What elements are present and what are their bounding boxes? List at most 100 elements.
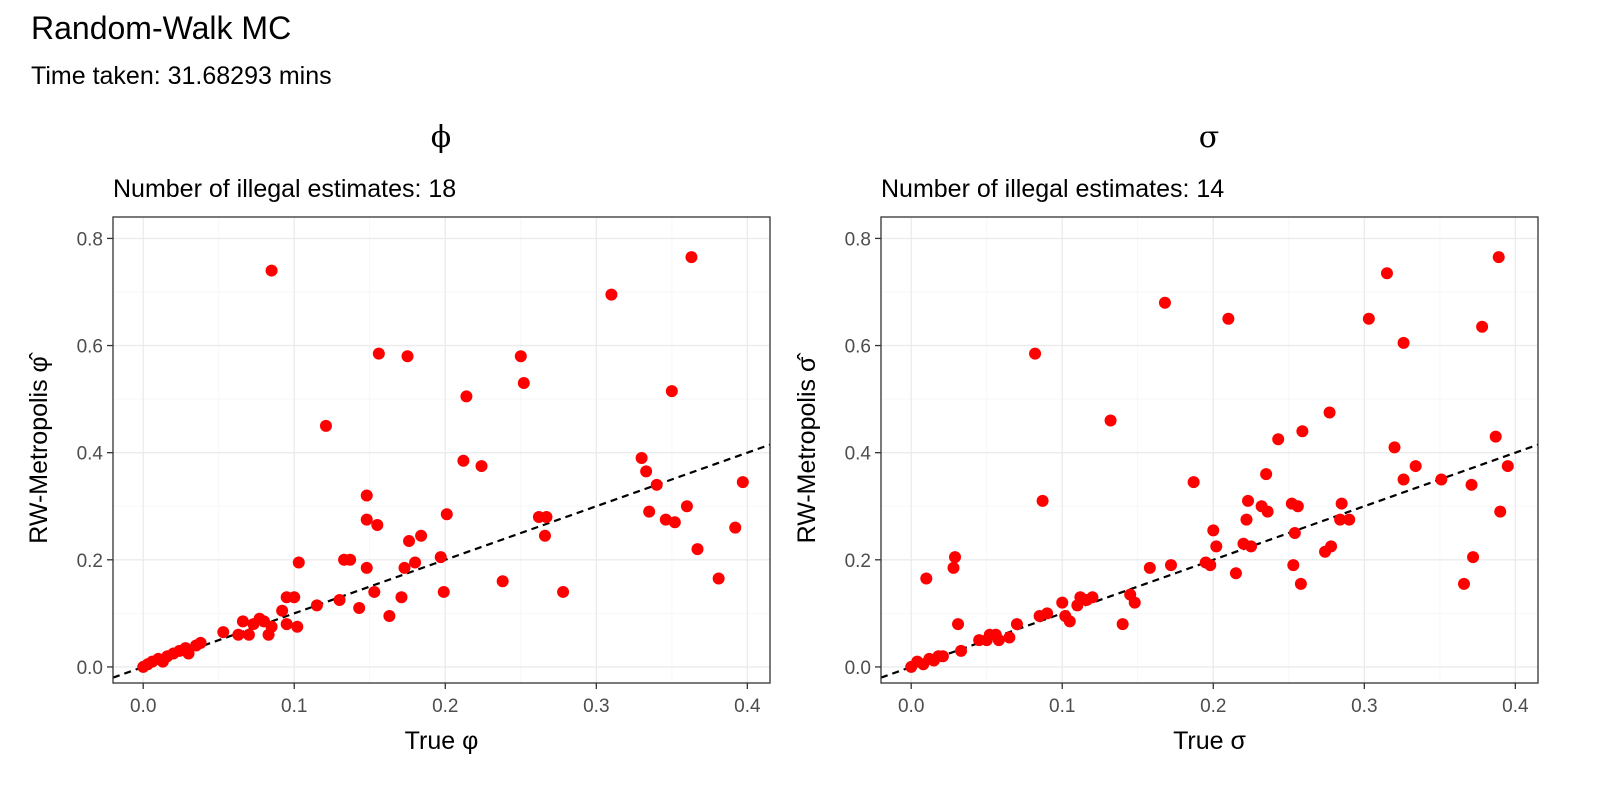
data-point xyxy=(1435,473,1448,486)
data-point xyxy=(353,602,366,615)
panel-2: σ Number of illegal estimates: 14 0.0 0.1 0.… xyxy=(793,120,1539,755)
data-point xyxy=(440,508,453,521)
data-point xyxy=(1041,607,1054,620)
y-tick-label: 0.8 xyxy=(77,229,103,250)
data-point xyxy=(514,350,527,363)
y-tick-label: 0.6 xyxy=(845,337,871,358)
data-point xyxy=(291,620,304,633)
panel-subtitle: Number of illegal estimates: 14 xyxy=(881,175,1224,203)
data-point xyxy=(1334,513,1347,526)
data-point xyxy=(949,551,962,564)
data-point xyxy=(920,572,933,585)
points xyxy=(905,251,1514,673)
data-point xyxy=(1489,430,1502,443)
data-point xyxy=(936,650,949,663)
y-axis-title: RW-Metropolis φ̂ xyxy=(25,351,53,544)
data-point xyxy=(1335,497,1348,510)
data-point xyxy=(403,535,416,548)
data-point xyxy=(1104,414,1117,427)
data-point xyxy=(437,585,450,598)
data-point xyxy=(360,561,373,574)
x-tick-label: 0.3 xyxy=(1351,696,1377,717)
data-point xyxy=(1501,460,1514,473)
y-tick-label: 0.2 xyxy=(77,551,103,572)
data-point xyxy=(540,510,553,523)
data-point xyxy=(371,518,384,531)
data-point xyxy=(668,516,681,529)
y-tick-label: 0.4 xyxy=(77,444,104,465)
data-point xyxy=(1457,577,1470,590)
data-point xyxy=(182,647,195,660)
y-tick-label: 0.6 xyxy=(77,337,103,358)
panel-1: ϕ Number of illegal estimates: 18 0.0 0.1 0.… xyxy=(25,120,771,755)
data-point xyxy=(1086,591,1099,604)
grid xyxy=(881,217,1538,683)
data-point xyxy=(1294,577,1307,590)
data-point xyxy=(368,585,381,598)
data-point xyxy=(310,599,323,612)
data-point xyxy=(333,593,346,606)
data-point xyxy=(276,604,289,617)
data-point xyxy=(605,288,618,301)
data-point xyxy=(1465,478,1478,491)
y-tick-label: 0.0 xyxy=(845,658,871,679)
data-point xyxy=(1242,494,1255,507)
x-tick-label: 0.4 xyxy=(734,696,761,717)
data-point xyxy=(685,251,698,264)
data-point xyxy=(1272,433,1285,446)
panel-subtitle: Number of illegal estimates: 18 xyxy=(113,175,456,203)
data-point xyxy=(292,556,305,569)
data-point xyxy=(1210,540,1223,553)
data-point xyxy=(1116,618,1129,631)
data-point xyxy=(280,618,293,631)
data-point xyxy=(1207,524,1220,537)
data-point xyxy=(194,636,207,649)
data-point xyxy=(383,610,396,623)
x-tick-label: 0.3 xyxy=(583,696,609,717)
data-point xyxy=(1158,296,1171,309)
data-point xyxy=(1260,468,1273,481)
x-tick-label: 0.1 xyxy=(281,696,307,717)
data-point xyxy=(650,478,663,491)
data-point xyxy=(265,264,278,277)
data-point xyxy=(1296,425,1309,438)
data-point xyxy=(1063,615,1076,628)
data-point xyxy=(1010,618,1023,631)
data-point xyxy=(635,452,648,465)
points xyxy=(137,251,749,673)
data-point xyxy=(659,513,672,526)
data-point xyxy=(955,644,968,657)
data-point xyxy=(1029,347,1042,360)
data-point xyxy=(1240,513,1253,526)
x-axis-title: True σ xyxy=(1173,727,1246,755)
data-point xyxy=(992,634,1005,647)
data-point xyxy=(1343,513,1356,526)
data-point xyxy=(1164,559,1177,572)
y-tick-label: 0.2 xyxy=(845,551,871,572)
data-point xyxy=(1494,505,1507,518)
data-point xyxy=(947,561,960,574)
grid xyxy=(113,217,770,683)
y-tick-label: 0.4 xyxy=(845,444,872,465)
data-point xyxy=(395,591,408,604)
data-point xyxy=(457,454,470,467)
data-point xyxy=(1229,567,1242,580)
y-axis-title: RW-Metropolis σ̂ xyxy=(793,352,821,544)
data-point xyxy=(1261,505,1274,518)
data-point xyxy=(1245,540,1258,553)
data-point xyxy=(288,591,301,604)
x-tick-label: 0.4 xyxy=(1502,696,1529,717)
data-point xyxy=(372,347,385,360)
data-point xyxy=(517,377,530,390)
data-point xyxy=(242,628,255,641)
x-tick-label: 0.1 xyxy=(1049,696,1075,717)
x-tick-label: 0.0 xyxy=(130,696,156,717)
data-point xyxy=(680,500,693,513)
y-tick-label: 0.0 xyxy=(77,658,103,679)
data-point xyxy=(712,572,725,585)
data-point xyxy=(236,615,249,628)
x-tick-label: 0.2 xyxy=(1200,696,1226,717)
data-point xyxy=(232,628,245,641)
data-point xyxy=(496,575,509,588)
data-point xyxy=(409,556,422,569)
